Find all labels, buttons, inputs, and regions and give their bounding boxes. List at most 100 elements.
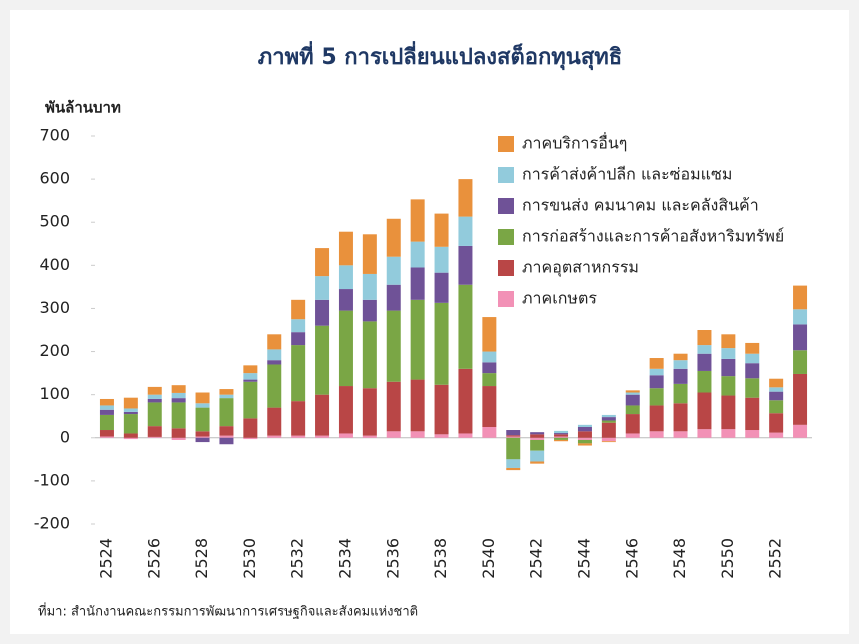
bar-segment [243, 373, 258, 380]
bar-segment [147, 426, 162, 437]
bar-segment [745, 363, 760, 379]
bar-segment [267, 360, 282, 365]
bar-segment [458, 245, 473, 285]
bar-segment [506, 436, 521, 438]
y-tick-label: -100 [34, 470, 70, 489]
bar-segment [530, 439, 545, 451]
y-tick-label: 700 [39, 126, 70, 145]
bar-segment [506, 430, 521, 436]
bar-segment [338, 386, 353, 434]
bar-segment [410, 299, 425, 380]
x-tick-label: 2532 [288, 538, 307, 579]
bar-segment [577, 424, 592, 427]
bar-segment [793, 324, 808, 351]
bar-segment [482, 317, 497, 352]
legend-label: การขนส่ง คมนาคม และคลังสินค้า [522, 196, 759, 215]
bar-segment [530, 461, 545, 464]
bar-segment [482, 386, 497, 427]
bar-segment [554, 430, 569, 434]
bar-segment [506, 467, 521, 471]
bar-segment [219, 437, 234, 445]
bar-segment [315, 299, 330, 326]
bar-segment [649, 358, 664, 369]
bar-segment [195, 407, 210, 432]
bar-segment [769, 387, 784, 392]
bar-segment [673, 431, 688, 438]
bar-segment [530, 450, 545, 462]
bar-segment [123, 437, 138, 440]
x-tick-label: 2550 [718, 538, 737, 579]
bar-segment [434, 434, 449, 438]
y-tick-label: 400 [39, 255, 70, 274]
bar-segment [769, 432, 784, 438]
bar-segment [482, 427, 497, 438]
bar-segment [697, 370, 712, 393]
bar-segment [171, 402, 186, 429]
x-tick-label: 2542 [527, 538, 546, 579]
bar-segment [434, 302, 449, 385]
bar-segment [123, 408, 138, 412]
legend-label: ภาคเกษตร [522, 289, 597, 308]
bar-segment [434, 272, 449, 303]
bar-segment [410, 431, 425, 438]
bar-segment [291, 401, 306, 436]
bar-segment [601, 417, 616, 421]
bar-segment [793, 309, 808, 325]
bar-segment [482, 362, 497, 374]
bar-segment [458, 284, 473, 369]
x-tick-label: 2530 [240, 538, 259, 579]
bar-segment [267, 349, 282, 361]
bar-segment [410, 267, 425, 300]
bar-segment [506, 437, 521, 460]
x-tick-label: 2534 [335, 538, 354, 579]
bar-segment [769, 378, 784, 388]
legend-label: ภาคอุตสาหกรรม [522, 258, 639, 278]
bar-segment [243, 365, 258, 374]
bar-segment [577, 431, 592, 438]
bar-segment [123, 397, 138, 409]
bar-segment [554, 436, 569, 438]
bar-segment [554, 439, 569, 442]
bar-segment [267, 364, 282, 408]
bar-segment [577, 443, 592, 446]
bar-segment [697, 345, 712, 354]
bar-segment [673, 353, 688, 361]
bar-segment [506, 435, 521, 437]
y-tick-label: 600 [39, 169, 70, 188]
x-tick-label: 2548 [670, 538, 689, 579]
legend-label: การค้าส่งค้าปลีก และซ่อมแซม [522, 165, 732, 184]
bar-segment [147, 394, 162, 399]
bar-segment [410, 379, 425, 432]
bar-segment [506, 459, 521, 468]
bar-segment [195, 437, 210, 443]
bar-segment [793, 285, 808, 310]
bar-segment [769, 391, 784, 401]
bar-segment [362, 388, 377, 436]
bar-segment [697, 330, 712, 346]
bar-segment [291, 299, 306, 320]
bar-segment [219, 435, 234, 438]
bar-segment [625, 405, 640, 415]
bar-segment [195, 392, 210, 404]
x-tick-label: 2552 [766, 538, 785, 579]
legend-label: การก่อสร้างและการค้าอสังหาริมทรัพย์ [522, 227, 784, 246]
bar-segment [195, 403, 210, 408]
bar-segment [625, 390, 640, 393]
x-tick-label: 2526 [144, 538, 163, 579]
y-tick-label: 0 [60, 427, 70, 446]
bar-segment [721, 358, 736, 377]
bar-segment [482, 351, 497, 363]
y-axis-label: พันล้านบาท [45, 99, 121, 117]
bar-segment [99, 430, 114, 437]
bar-segment [577, 439, 592, 444]
legend-swatch [498, 229, 514, 245]
bar-segment [721, 334, 736, 349]
y-tick-label: 500 [39, 212, 70, 231]
bar-segment [171, 428, 186, 438]
bar-segment [147, 402, 162, 427]
bar-segment [171, 437, 186, 440]
bar-segment [649, 375, 664, 389]
bar-segment [147, 436, 162, 438]
bar-segment [243, 381, 258, 419]
bar-segment [338, 231, 353, 266]
